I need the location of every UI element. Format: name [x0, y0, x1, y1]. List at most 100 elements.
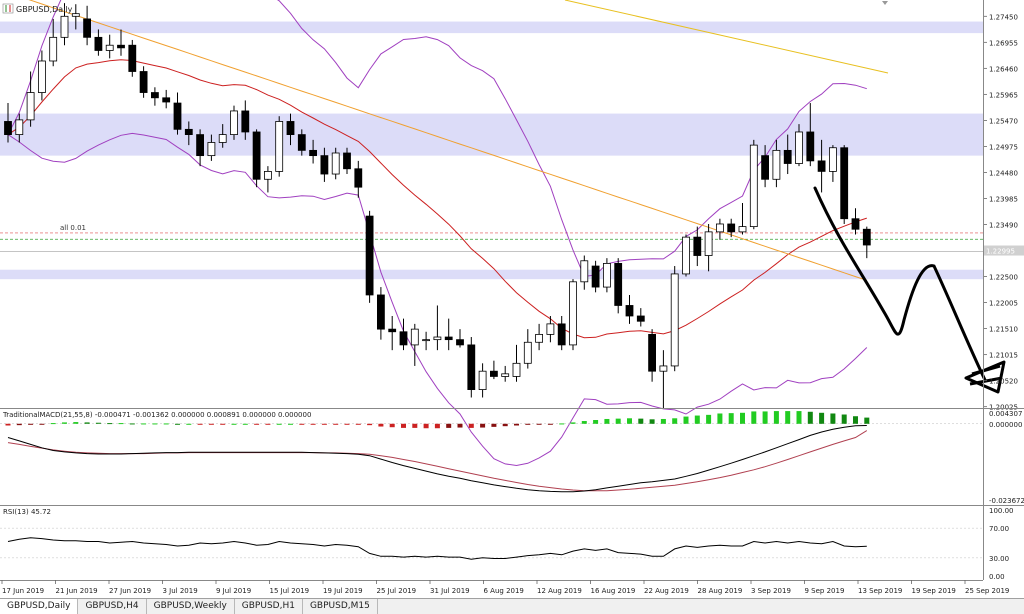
candle-body [117, 44, 125, 49]
date-label: 25 Sep 2019 [965, 587, 1009, 595]
candle-body [783, 149, 792, 164]
date-label: 9 Sep 2019 [805, 587, 845, 595]
macd-label: TraditionalMACD(21,55,8) -0.000471 -0.00… [2, 411, 311, 419]
macd-bar [73, 422, 79, 424]
candle-body [806, 131, 815, 162]
candle-body [252, 131, 261, 180]
date-label: 12 Aug 2019 [537, 587, 582, 595]
price-label: 1.22500 [989, 274, 1018, 282]
candle-body [410, 328, 419, 346]
rsi-panel[interactable] [0, 527, 983, 560]
price-label: 1.23490 [989, 222, 1018, 230]
candle-body [591, 265, 600, 288]
macd-bar [762, 411, 768, 424]
macd-bar [615, 418, 621, 424]
price-label: 1.21015 [989, 352, 1018, 360]
macd-bar [265, 423, 271, 425]
candle-body [230, 110, 238, 135]
candle-body [399, 331, 408, 346]
tab-1[interactable]: GBPUSD,Daily [0, 599, 79, 614]
macd-bar [367, 423, 373, 426]
candle-body [83, 18, 91, 38]
date-label: 27 Jun 2019 [109, 587, 151, 595]
macd-bar [107, 423, 113, 425]
macd-bar [129, 423, 135, 425]
macd-bar [220, 423, 226, 425]
candle-body [603, 263, 611, 288]
chart-title: GBPUSD,Daily [16, 5, 73, 14]
candle-body [422, 339, 431, 342]
lot-label: all 0.01 [60, 224, 86, 232]
macd-bar [717, 413, 723, 424]
tab-5[interactable]: GBPUSD,M15 [303, 599, 378, 614]
candle-body [772, 149, 781, 180]
candle-body [557, 323, 566, 346]
rsi-line [7, 537, 867, 560]
macd-bar [773, 411, 779, 424]
candle-body [659, 365, 668, 372]
tab-4[interactable]: GBPUSD,H1 [235, 599, 303, 614]
macd-bar [321, 423, 327, 425]
date-label: 3 Sep 2019 [751, 587, 791, 595]
candle-body [467, 344, 476, 390]
candle-body [749, 144, 758, 228]
date-label: 3 Jul 2019 [163, 587, 198, 595]
tab-3[interactable]: GBPUSD,Weekly [147, 599, 235, 614]
macd-bar [310, 423, 316, 425]
date-label: 21 Jun 2019 [56, 587, 98, 595]
macd-axis-label: 0.004307 [989, 410, 1022, 418]
date-label: 16 Aug 2019 [591, 587, 636, 595]
candle-body [535, 333, 543, 343]
candle-body [738, 226, 747, 233]
macd-panel[interactable] [0, 411, 983, 493]
candle-body [546, 323, 555, 335]
candle-body [569, 281, 577, 346]
macd-axis-label: 0.000000 [989, 421, 1022, 429]
dashed-levels [0, 232, 983, 252]
macd-bar [468, 423, 474, 428]
candle-body [444, 336, 453, 341]
macd-axis-label: -0.023672 [989, 497, 1024, 505]
date-label: 13 Sep 2019 [858, 587, 902, 595]
candle-body [128, 44, 137, 72]
date-label: 19 Jul 2019 [323, 587, 363, 595]
macd-bar [378, 423, 384, 427]
candle-body [512, 362, 521, 377]
macd-bar [807, 411, 813, 424]
macd-axis: 0.004307 0.000000 -0.023672 [989, 410, 1024, 505]
candle-body [636, 315, 645, 322]
candle-body [71, 13, 80, 17]
candle-body [150, 92, 159, 99]
candle-body [840, 147, 849, 220]
macd-bar [525, 423, 531, 425]
candle-body [761, 155, 769, 180]
macd-bar [514, 423, 519, 426]
chart-canvas[interactable]: 1.27450 1.26955 1.26460 1.25965 1.25470 1.249… [0, 0, 1024, 598]
tab-2[interactable]: GBPUSD,H4 [78, 599, 147, 614]
bollinger-upper [7, 0, 867, 278]
macd-bar [84, 422, 90, 424]
candle-body [489, 370, 498, 377]
candle-body [26, 92, 35, 121]
price-zone-3 [0, 269, 983, 280]
macd-bar [186, 423, 192, 425]
macd-bar [242, 423, 248, 425]
candle-body [478, 370, 487, 390]
candle-body [331, 152, 340, 175]
scroll-marker-icon[interactable] [882, 1, 888, 5]
macd-bar [660, 418, 666, 424]
candle-body [851, 218, 860, 230]
macd-bar [796, 411, 802, 424]
macd-main-line [7, 425, 867, 493]
rsi-axis-label: 0.00 [989, 573, 1005, 581]
macd-bar [604, 418, 610, 424]
date-label: 9 Jul 2019 [216, 587, 251, 595]
candle-body [433, 336, 442, 341]
candle-body [354, 168, 363, 188]
date-label: 17 Jun 2019 [2, 587, 44, 595]
candle-body [94, 36, 103, 51]
macd-bar [649, 419, 655, 424]
date-label: 28 Aug 2019 [698, 587, 743, 595]
candles [4, 3, 871, 408]
macd-bar [197, 423, 203, 425]
